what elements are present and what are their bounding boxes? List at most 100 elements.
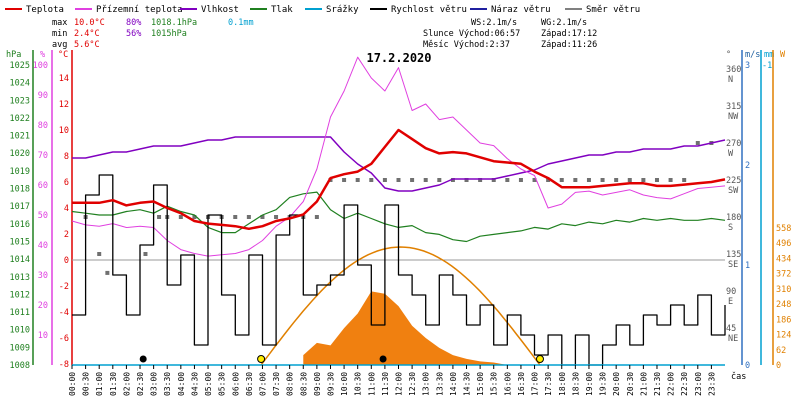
pct-tick-label: 20 xyxy=(38,301,48,311)
axis-unit-mm: mm xyxy=(764,50,774,60)
w-tick-label: 496 xyxy=(776,239,791,249)
x-tick-label: 22:00 xyxy=(667,372,676,396)
w-tick-label: 186 xyxy=(776,315,791,325)
hpa-tick-label: 1025 xyxy=(10,61,30,71)
wind-direction-point xyxy=(396,178,401,182)
wind-direction-point xyxy=(314,215,319,219)
x-tick-label: 15:00 xyxy=(476,372,485,396)
hpa-tick-label: 1019 xyxy=(10,167,30,177)
legend-rychlost-vetru: Rychlost větru xyxy=(391,5,467,15)
w-tick-label: 124 xyxy=(776,331,791,341)
stats-min-hum: 56% xyxy=(126,29,141,39)
pct-tick-label: 50 xyxy=(38,211,48,221)
axis-pct-labels: 10 20 30 40 50 60 70 80 90 100 xyxy=(33,61,48,341)
legend-smer-vetru: Směr větru xyxy=(586,5,640,15)
w-tick-label: 558 xyxy=(776,224,791,234)
pct-tick-label: 30 xyxy=(38,271,48,281)
x-axis-ticks: 00:00 00:30 01:00 01:30 02:00 02:30 03:00 03:30… xyxy=(68,365,716,396)
dir-compass-label: SE xyxy=(728,260,738,270)
hpa-tick-label: 1020 xyxy=(10,149,30,159)
axis-unit-hpa: hPa xyxy=(6,50,21,60)
pct-tick-label: 10 xyxy=(38,331,48,341)
stats-block: max 10.0°C 80% 1018.1hPa 0.1mm min 2.4°C… xyxy=(52,18,254,50)
x-tick-label: 05:00 xyxy=(204,372,213,396)
series-line-vlhkost xyxy=(72,136,726,192)
temp-tick-label: -4 xyxy=(59,308,69,318)
hpa-tick-label: 1015 xyxy=(10,237,30,247)
x-tick-label: 10:30 xyxy=(354,372,363,396)
stats-max-temp: 10.0°C xyxy=(74,18,105,28)
x-tick-label: 20:00 xyxy=(612,372,621,396)
dir-tick-label: 225 xyxy=(726,176,741,186)
info-sun-set: Západ:17:12 xyxy=(541,29,597,39)
wind-direction-point xyxy=(423,178,428,182)
temp-tick-label: 2 xyxy=(64,230,69,240)
x-tick-label: 01:00 xyxy=(95,372,104,396)
hpa-tick-label: 1018 xyxy=(10,185,30,195)
hpa-tick-label: 1009 xyxy=(10,343,30,353)
hpa-tick-label: 1024 xyxy=(10,79,30,89)
wind-direction-point xyxy=(532,178,537,182)
stats-max-press: 1018.1hPa xyxy=(151,18,197,28)
axis-hpa-labels: 1008 1009 1010 1011 1012 1013 1014 1015 1016 1017… xyxy=(10,61,30,371)
x-tick-label: 07:00 xyxy=(258,372,267,396)
wind-direction-point xyxy=(342,178,347,182)
wind-direction-point xyxy=(505,178,510,182)
axis-w-labels: 0 62 124 186 248 310 372 434 496 558 xyxy=(776,224,791,371)
series-line-teplota xyxy=(72,128,726,231)
x-tick-label: 22:30 xyxy=(680,372,689,396)
ms-tick-label: 1 xyxy=(745,261,750,271)
x-tick-label: 23:00 xyxy=(694,372,703,396)
stats-max-rain: 0.1mm xyxy=(228,18,254,28)
stats-min-label: min xyxy=(52,29,67,39)
axis-temp-labels: -8 -6 -4 -2 0 2 4 6 8 10 12 14 xyxy=(59,74,69,370)
stats-avg-temp: 5.6°C xyxy=(74,40,100,50)
x-tick-label: 18:00 xyxy=(558,372,567,396)
x-tick-label: 14:30 xyxy=(463,372,472,396)
w-tick-label: 0 xyxy=(776,361,781,371)
wind-direction-point xyxy=(369,178,374,182)
hpa-tick-label: 1014 xyxy=(10,255,30,265)
x-tick-label: 23:30 xyxy=(707,372,716,396)
dir-compass-label: NE xyxy=(728,334,738,344)
x-tick-label: 03:00 xyxy=(150,372,159,396)
hpa-tick-label: 1016 xyxy=(10,220,30,230)
x-tick-label: 09:30 xyxy=(326,372,335,396)
x-tick-label: 21:30 xyxy=(653,372,662,396)
hpa-tick-label: 1023 xyxy=(10,96,30,106)
legend-tlak: Tlak xyxy=(271,5,293,15)
hpa-tick-label: 1022 xyxy=(10,114,30,124)
wind-direction-point xyxy=(518,178,523,182)
wind-direction-point xyxy=(573,178,578,182)
wind-direction-point xyxy=(157,215,162,219)
chart-date-title: 17.2.2020 xyxy=(366,51,431,65)
legend-vlhkost: Vlhkost xyxy=(201,5,239,15)
x-tick-label: 00:30 xyxy=(82,372,91,396)
temp-tick-label: 10 xyxy=(59,126,69,136)
dir-tick-label: 180 xyxy=(726,213,741,223)
temp-tick-label: -2 xyxy=(59,282,69,292)
wind-direction-point xyxy=(546,178,551,182)
dir-tick-label: 315 xyxy=(726,102,741,112)
hpa-tick-label: 1013 xyxy=(10,273,30,283)
x-tick-label: 13:30 xyxy=(435,372,444,396)
wind-direction-point xyxy=(260,215,265,219)
w-tick-label: 372 xyxy=(776,270,791,280)
temp-tick-label: 6 xyxy=(64,178,69,188)
wind-direction-point xyxy=(695,141,700,145)
stats-avg-label: avg xyxy=(52,40,67,50)
stats-max-label: max xyxy=(52,18,67,28)
hpa-tick-label: 1017 xyxy=(10,202,30,212)
dir-tick-label: 360 xyxy=(726,65,741,75)
temp-tick-label: 12 xyxy=(59,100,69,110)
wind-direction-point xyxy=(355,178,360,182)
wind-direction-point xyxy=(654,178,659,182)
x-tick-label: 16:00 xyxy=(503,372,512,396)
legend-naraz-vetru: Náraz větru xyxy=(491,5,551,15)
solar-area xyxy=(303,291,508,365)
dir-compass-label: W xyxy=(728,149,734,159)
axis-unit-w: W xyxy=(780,50,786,60)
axis-mm-labels: -1 xyxy=(762,61,772,71)
x-tick-label: 03:30 xyxy=(163,372,172,396)
